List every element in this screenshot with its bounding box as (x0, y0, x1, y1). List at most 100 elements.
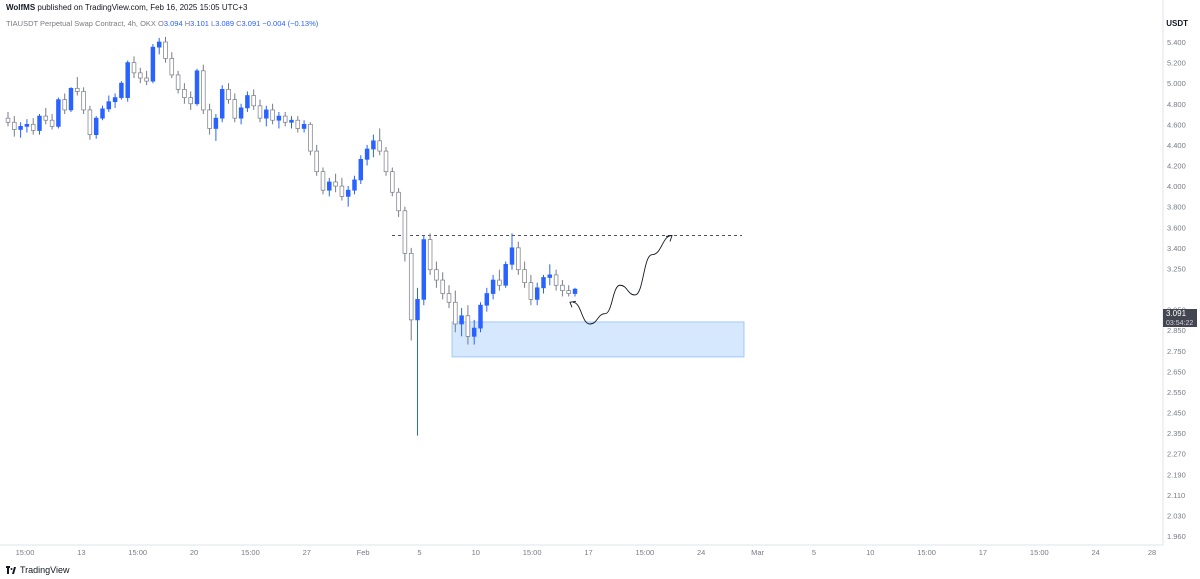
projection-path[interactable] (572, 235, 673, 325)
candle-body[interactable] (49, 119, 55, 127)
candle-body[interactable] (339, 185, 345, 197)
candle-body[interactable] (276, 115, 282, 121)
time-axis-label: Feb (357, 548, 370, 557)
candle-body[interactable] (440, 279, 445, 294)
candle-body[interactable] (138, 72, 143, 79)
candle-body[interactable] (427, 239, 433, 271)
candle-body[interactable] (87, 109, 93, 135)
candle-body[interactable] (194, 70, 200, 105)
candle-body[interactable] (547, 274, 553, 278)
candle-body[interactable] (333, 181, 338, 187)
candle-body[interactable] (528, 282, 534, 300)
candle-body[interactable] (541, 277, 546, 289)
symbol-name[interactable]: TIAUSDT Perpetual Swap Contract, 4h, OKX (6, 19, 156, 28)
candle-body[interactable] (516, 247, 521, 271)
candle-body[interactable] (5, 117, 11, 123)
candle-body[interactable] (566, 290, 571, 294)
candle-body[interactable] (327, 181, 332, 191)
candle-body[interactable] (282, 115, 288, 123)
candle-body[interactable] (37, 115, 42, 131)
candle-body[interactable] (314, 150, 319, 173)
candle-body[interactable] (18, 126, 23, 130)
candle-body[interactable] (503, 263, 508, 286)
candle-body[interactable] (144, 77, 149, 82)
candle-body[interactable] (308, 123, 313, 152)
footer-brand-text[interactable]: TradingView (20, 565, 70, 575)
candle-body[interactable] (12, 121, 17, 130)
candle-body[interactable] (112, 97, 118, 103)
candle-body[interactable] (251, 95, 256, 107)
candle-body[interactable] (226, 88, 231, 100)
candle-body[interactable] (509, 247, 515, 265)
candle-body[interactable] (453, 301, 458, 325)
candle-body[interactable] (24, 123, 30, 127)
candle-body[interactable] (301, 123, 307, 129)
candle-body[interactable] (320, 171, 326, 191)
candle-body[interactable] (364, 148, 370, 160)
candle-body[interactable] (56, 99, 61, 127)
candle-body[interactable] (257, 105, 263, 119)
candle-body[interactable] (553, 274, 559, 286)
demand-zone[interactable] (451, 321, 745, 358)
candle-body[interactable] (219, 88, 225, 119)
candle-body[interactable] (572, 288, 578, 294)
candle-body[interactable] (264, 109, 269, 119)
candle-body[interactable] (396, 191, 401, 212)
candle-body[interactable] (522, 269, 527, 284)
candle-body[interactable] (402, 210, 408, 254)
candle-body[interactable] (383, 150, 389, 173)
candle-body[interactable] (434, 269, 439, 281)
candle-body[interactable] (75, 87, 80, 92)
time-axis-label: 15:00 (917, 548, 936, 557)
candle-body[interactable] (119, 82, 124, 98)
candle-body[interactable] (377, 140, 382, 152)
candle-body[interactable] (232, 99, 238, 119)
candle-body[interactable] (93, 117, 99, 135)
candle-body[interactable] (238, 107, 244, 119)
candle-body[interactable] (295, 119, 301, 129)
candle-body[interactable] (43, 115, 49, 121)
candle-body[interactable] (408, 252, 414, 321)
candle-body[interactable] (390, 171, 395, 193)
candle-body[interactable] (156, 41, 162, 48)
candle-body[interactable] (352, 179, 357, 191)
candle-body[interactable] (245, 95, 250, 109)
candle-body[interactable] (421, 239, 427, 300)
candle-body[interactable] (163, 41, 168, 59)
candle-body[interactable] (345, 189, 351, 197)
candle-body[interactable] (150, 46, 156, 82)
candle-body[interactable] (534, 287, 540, 300)
candle-body[interactable] (106, 101, 112, 110)
candle-body[interactable] (30, 123, 36, 131)
candle-body[interactable] (201, 70, 206, 111)
candle-body[interactable] (490, 279, 496, 294)
candle-body[interactable] (207, 109, 212, 129)
candle-body[interactable] (446, 293, 452, 303)
bounce-arrow[interactable] (569, 300, 577, 308)
candle-body[interactable] (415, 299, 420, 321)
candle-body[interactable] (182, 88, 187, 98)
candle-body[interactable] (100, 108, 105, 119)
candle-body[interactable] (484, 293, 490, 306)
candle-body[interactable] (560, 284, 565, 291)
candle-body[interactable] (188, 97, 193, 105)
candle-body[interactable] (358, 158, 364, 181)
candle-body[interactable] (497, 279, 502, 286)
candle-body[interactable] (175, 74, 181, 90)
candle-body[interactable] (125, 62, 130, 98)
author-name[interactable]: WolfMS (6, 3, 36, 12)
candle-body[interactable] (62, 99, 67, 111)
candle-body[interactable] (213, 117, 219, 129)
candle-body[interactable] (131, 62, 137, 74)
candle-body[interactable] (471, 327, 477, 337)
candle-body[interactable] (169, 58, 175, 76)
candle-body[interactable] (289, 119, 294, 123)
candle-body[interactable] (270, 109, 275, 121)
candle-body[interactable] (459, 315, 464, 325)
candle-body[interactable] (371, 140, 376, 150)
candle-body[interactable] (68, 87, 74, 111)
candle-body[interactable] (465, 315, 471, 337)
candle-body[interactable] (81, 91, 86, 111)
candle-body[interactable] (478, 304, 483, 329)
